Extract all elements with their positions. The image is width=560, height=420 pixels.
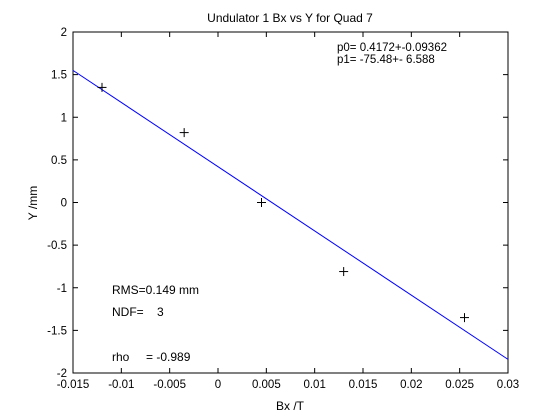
y-tick-label: 1.5 <box>51 70 67 82</box>
y-tick-label: 0 <box>61 198 67 210</box>
y-axis-label: Y /mm <box>26 186 40 220</box>
annotation-p1: p1= -75.48+- 6.588 <box>337 54 435 66</box>
x-tick-label: 0.03 <box>497 379 519 391</box>
x-axis-label: Bx /T <box>276 399 305 413</box>
data-point <box>339 267 349 277</box>
annotation-ndf: NDF= 3 <box>112 305 164 319</box>
x-tick-label: 0.01 <box>303 379 325 391</box>
plot-frame <box>72 31 509 374</box>
annotation-rho: rho = -0.989 <box>112 350 191 364</box>
y-tick-label: -1.5 <box>47 325 67 337</box>
x-tick-label: -0.01 <box>108 379 134 391</box>
chart-title: Undulator 1 Bx vs Y for Quad 7 <box>207 11 373 25</box>
x-tick-label: 0.02 <box>400 379 422 391</box>
y-tick-label: 1 <box>61 112 67 124</box>
x-tick-label: 0.025 <box>445 379 474 391</box>
fit-line <box>72 69 509 360</box>
y-tick-label: 2 <box>61 27 67 39</box>
annotation-rms: RMS=0.149 mm <box>112 283 199 297</box>
annotation-p0: p0= 0.4172+-0.09362 <box>337 42 447 54</box>
y-tick-label: -2 <box>57 368 67 380</box>
x-tick-label: 0 <box>215 379 221 391</box>
x-tick-label: -0.005 <box>153 379 186 391</box>
x-tick-label: 0.005 <box>252 379 281 391</box>
data-point <box>257 198 266 207</box>
x-tick-label: 0.015 <box>349 379 378 391</box>
y-tick-label: 0.5 <box>51 155 67 167</box>
x-tick-label: -0.015 <box>57 379 90 391</box>
y-tick-label: -1 <box>57 283 67 295</box>
data-point <box>97 82 107 92</box>
data-point <box>460 313 469 323</box>
data-point <box>179 128 189 138</box>
y-tick-label: -0.5 <box>47 240 67 252</box>
